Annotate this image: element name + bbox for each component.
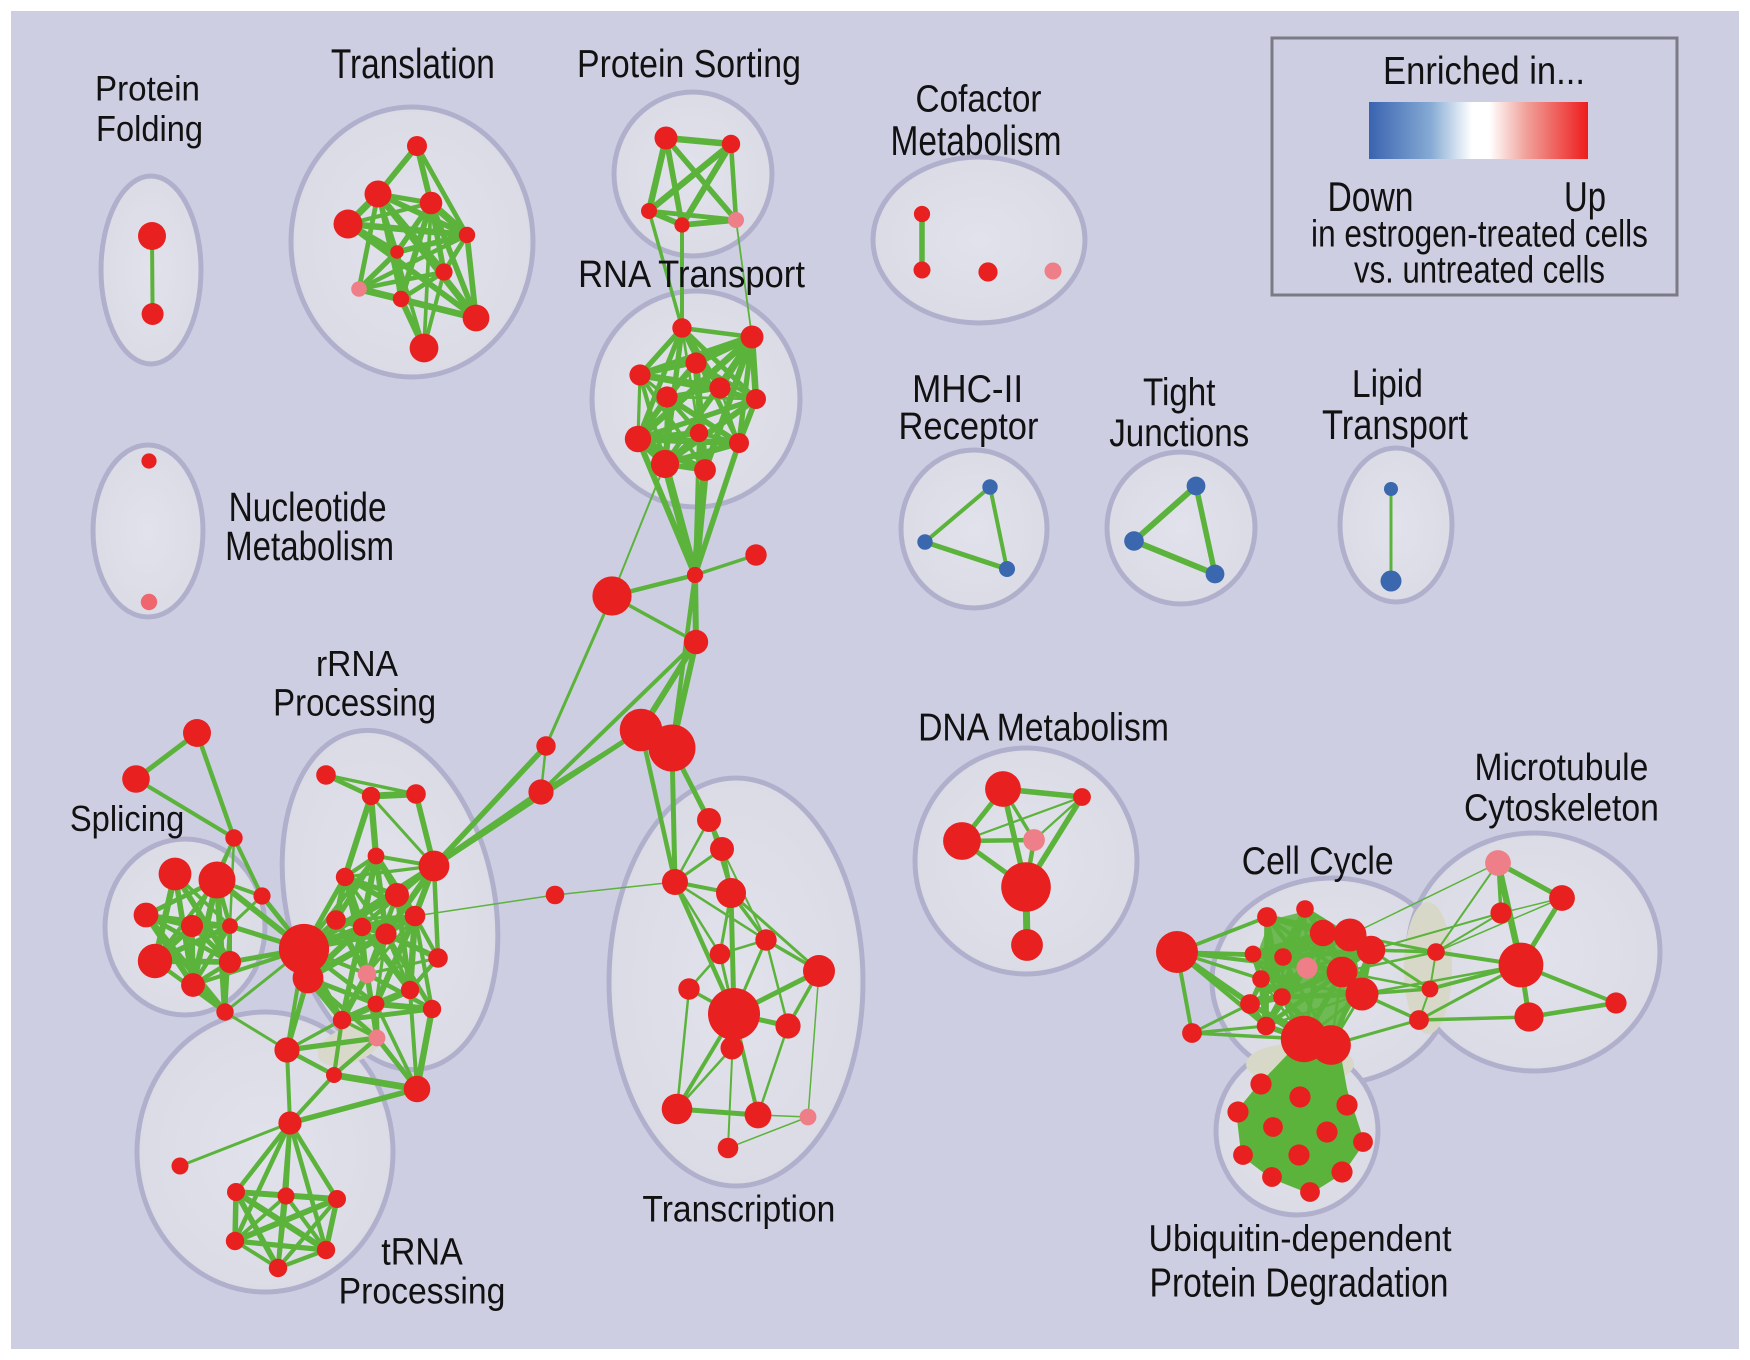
svg-text:Up: Up	[1564, 173, 1606, 220]
svg-text:Transcription: Transcription	[642, 1189, 835, 1230]
svg-text:Junctions: Junctions	[1109, 410, 1249, 454]
svg-text:Processing: Processing	[339, 1271, 506, 1312]
svg-text:vs. untreated cells: vs. untreated cells	[1354, 250, 1605, 291]
svg-text:Metabolism: Metabolism	[891, 118, 1062, 164]
svg-text:Ubiquitin-dependent: Ubiquitin-dependent	[1149, 1219, 1452, 1259]
svg-text:Down: Down	[1328, 175, 1414, 221]
svg-text:Tight: Tight	[1143, 370, 1215, 414]
svg-text:Cytoskeleton: Cytoskeleton	[1464, 786, 1659, 829]
svg-text:Protein Degradation: Protein Degradation	[1150, 1259, 1449, 1305]
svg-text:DNA Metabolism: DNA Metabolism	[918, 705, 1169, 749]
svg-text:Translation: Translation	[331, 42, 495, 88]
svg-text:RNA Transport: RNA Transport	[578, 253, 805, 296]
svg-text:Microtubule: Microtubule	[1474, 745, 1648, 788]
svg-text:Transport: Transport	[1322, 403, 1468, 449]
svg-text:Splicing: Splicing	[70, 800, 184, 840]
svg-text:Protein Sorting: Protein Sorting	[577, 42, 801, 86]
svg-text:Nucleotide: Nucleotide	[229, 484, 387, 530]
svg-text:Cell Cycle: Cell Cycle	[1242, 839, 1394, 883]
svg-text:Metabolism: Metabolism	[225, 524, 394, 569]
svg-text:MHC-II: MHC-II	[912, 366, 1023, 410]
svg-text:Receptor: Receptor	[899, 405, 1039, 448]
svg-text:Lipid: Lipid	[1352, 362, 1423, 406]
svg-text:Enriched in...: Enriched in...	[1383, 49, 1585, 92]
svg-text:Cofactor: Cofactor	[916, 77, 1042, 120]
svg-text:Folding: Folding	[96, 109, 203, 149]
svg-text:in estrogen-treated cells: in estrogen-treated cells	[1311, 214, 1648, 255]
svg-text:tRNA: tRNA	[381, 1230, 463, 1273]
svg-text:Protein: Protein	[95, 70, 200, 109]
svg-text:rRNA: rRNA	[316, 644, 399, 684]
svg-text:Processing: Processing	[273, 681, 436, 724]
